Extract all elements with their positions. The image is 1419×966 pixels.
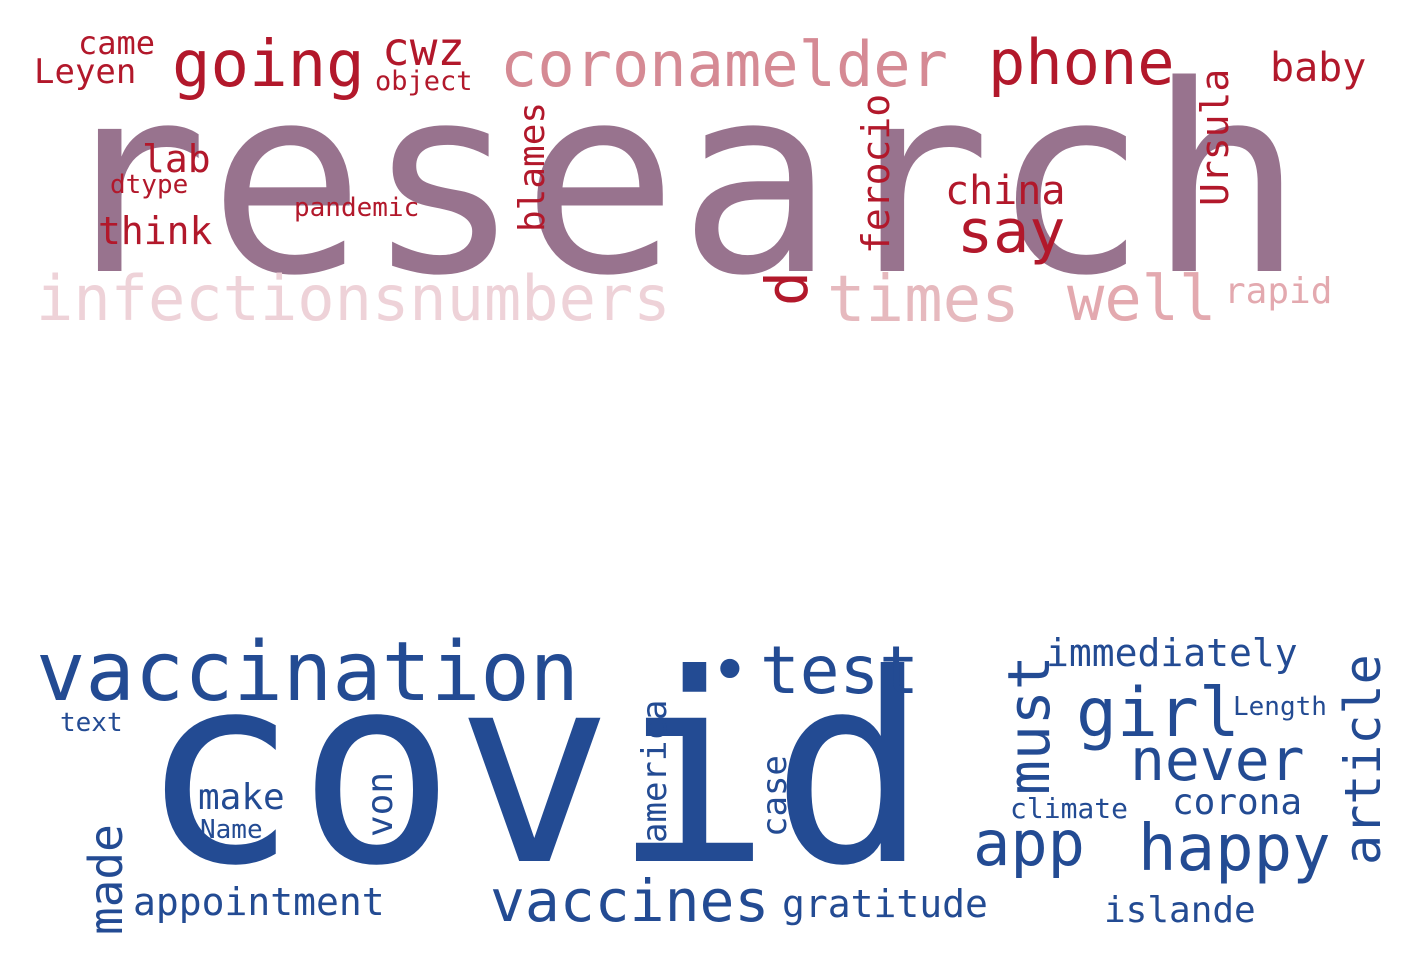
word-d: d (753, 271, 821, 306)
word-ferocio: ferocio (854, 93, 898, 254)
word-leyen: Leyen (34, 52, 137, 92)
word-article: article (1334, 654, 1392, 865)
word-never: never (1130, 726, 1305, 794)
word-say: say (957, 197, 1066, 267)
word-think: think (98, 209, 213, 253)
word-object: object (375, 66, 473, 97)
word-cloud-top: research infectionsnumbers coronamelder … (0, 0, 1419, 340)
word-ursula: Ursula (1193, 68, 1237, 206)
word-climate: climate (1010, 792, 1129, 825)
word-test: test (760, 632, 919, 709)
word-cloud-bottom: covid vaccination test • vaccines happy … (0, 615, 1419, 966)
word-corona: corona (1172, 782, 1303, 823)
word-made: made (79, 824, 133, 935)
word-lab: lab (142, 137, 211, 181)
word-infectionsnumbers: infectionsnumbers (36, 262, 671, 335)
word-phone: phone (988, 26, 1175, 99)
word-covid: covid (140, 618, 929, 923)
word-happy: happy (1138, 812, 1331, 886)
word-research: research (52, 31, 1305, 333)
word-islande: islande (1104, 890, 1256, 931)
word-cwz: cwz (382, 22, 466, 76)
word-gratitude: gratitude (782, 882, 988, 926)
word-baby: baby (1270, 45, 1367, 91)
word-must: must (995, 655, 1063, 795)
word-vaccines: vaccines (490, 867, 770, 935)
word-times: times (827, 263, 1020, 337)
word-vaccination: vaccination (36, 625, 580, 720)
word-china: china (945, 168, 1066, 214)
word-text: text (60, 708, 123, 738)
word-going: going (172, 28, 365, 102)
word-von: von (360, 771, 401, 837)
word-case: case (755, 755, 795, 837)
word-make: make (198, 777, 285, 818)
word-coronamelder: coronamelder (500, 28, 948, 101)
word-bullet: • (710, 632, 750, 709)
word-rapid: rapid (1224, 271, 1333, 312)
word-name: Name (200, 815, 263, 845)
word-dtype: dtype (110, 170, 189, 200)
word-app: app (973, 807, 1085, 880)
word-well: well (1067, 262, 1217, 335)
word-america: america (635, 699, 675, 843)
word-length: Length (1233, 692, 1327, 722)
word-blames: blames (512, 101, 553, 232)
word-came: came (78, 24, 156, 62)
word-immediately: immediately (1046, 631, 1298, 675)
word-girl: girl (1076, 674, 1240, 753)
word-pandemic: pandemic (294, 193, 420, 223)
word-appointment: appointment (133, 880, 385, 924)
